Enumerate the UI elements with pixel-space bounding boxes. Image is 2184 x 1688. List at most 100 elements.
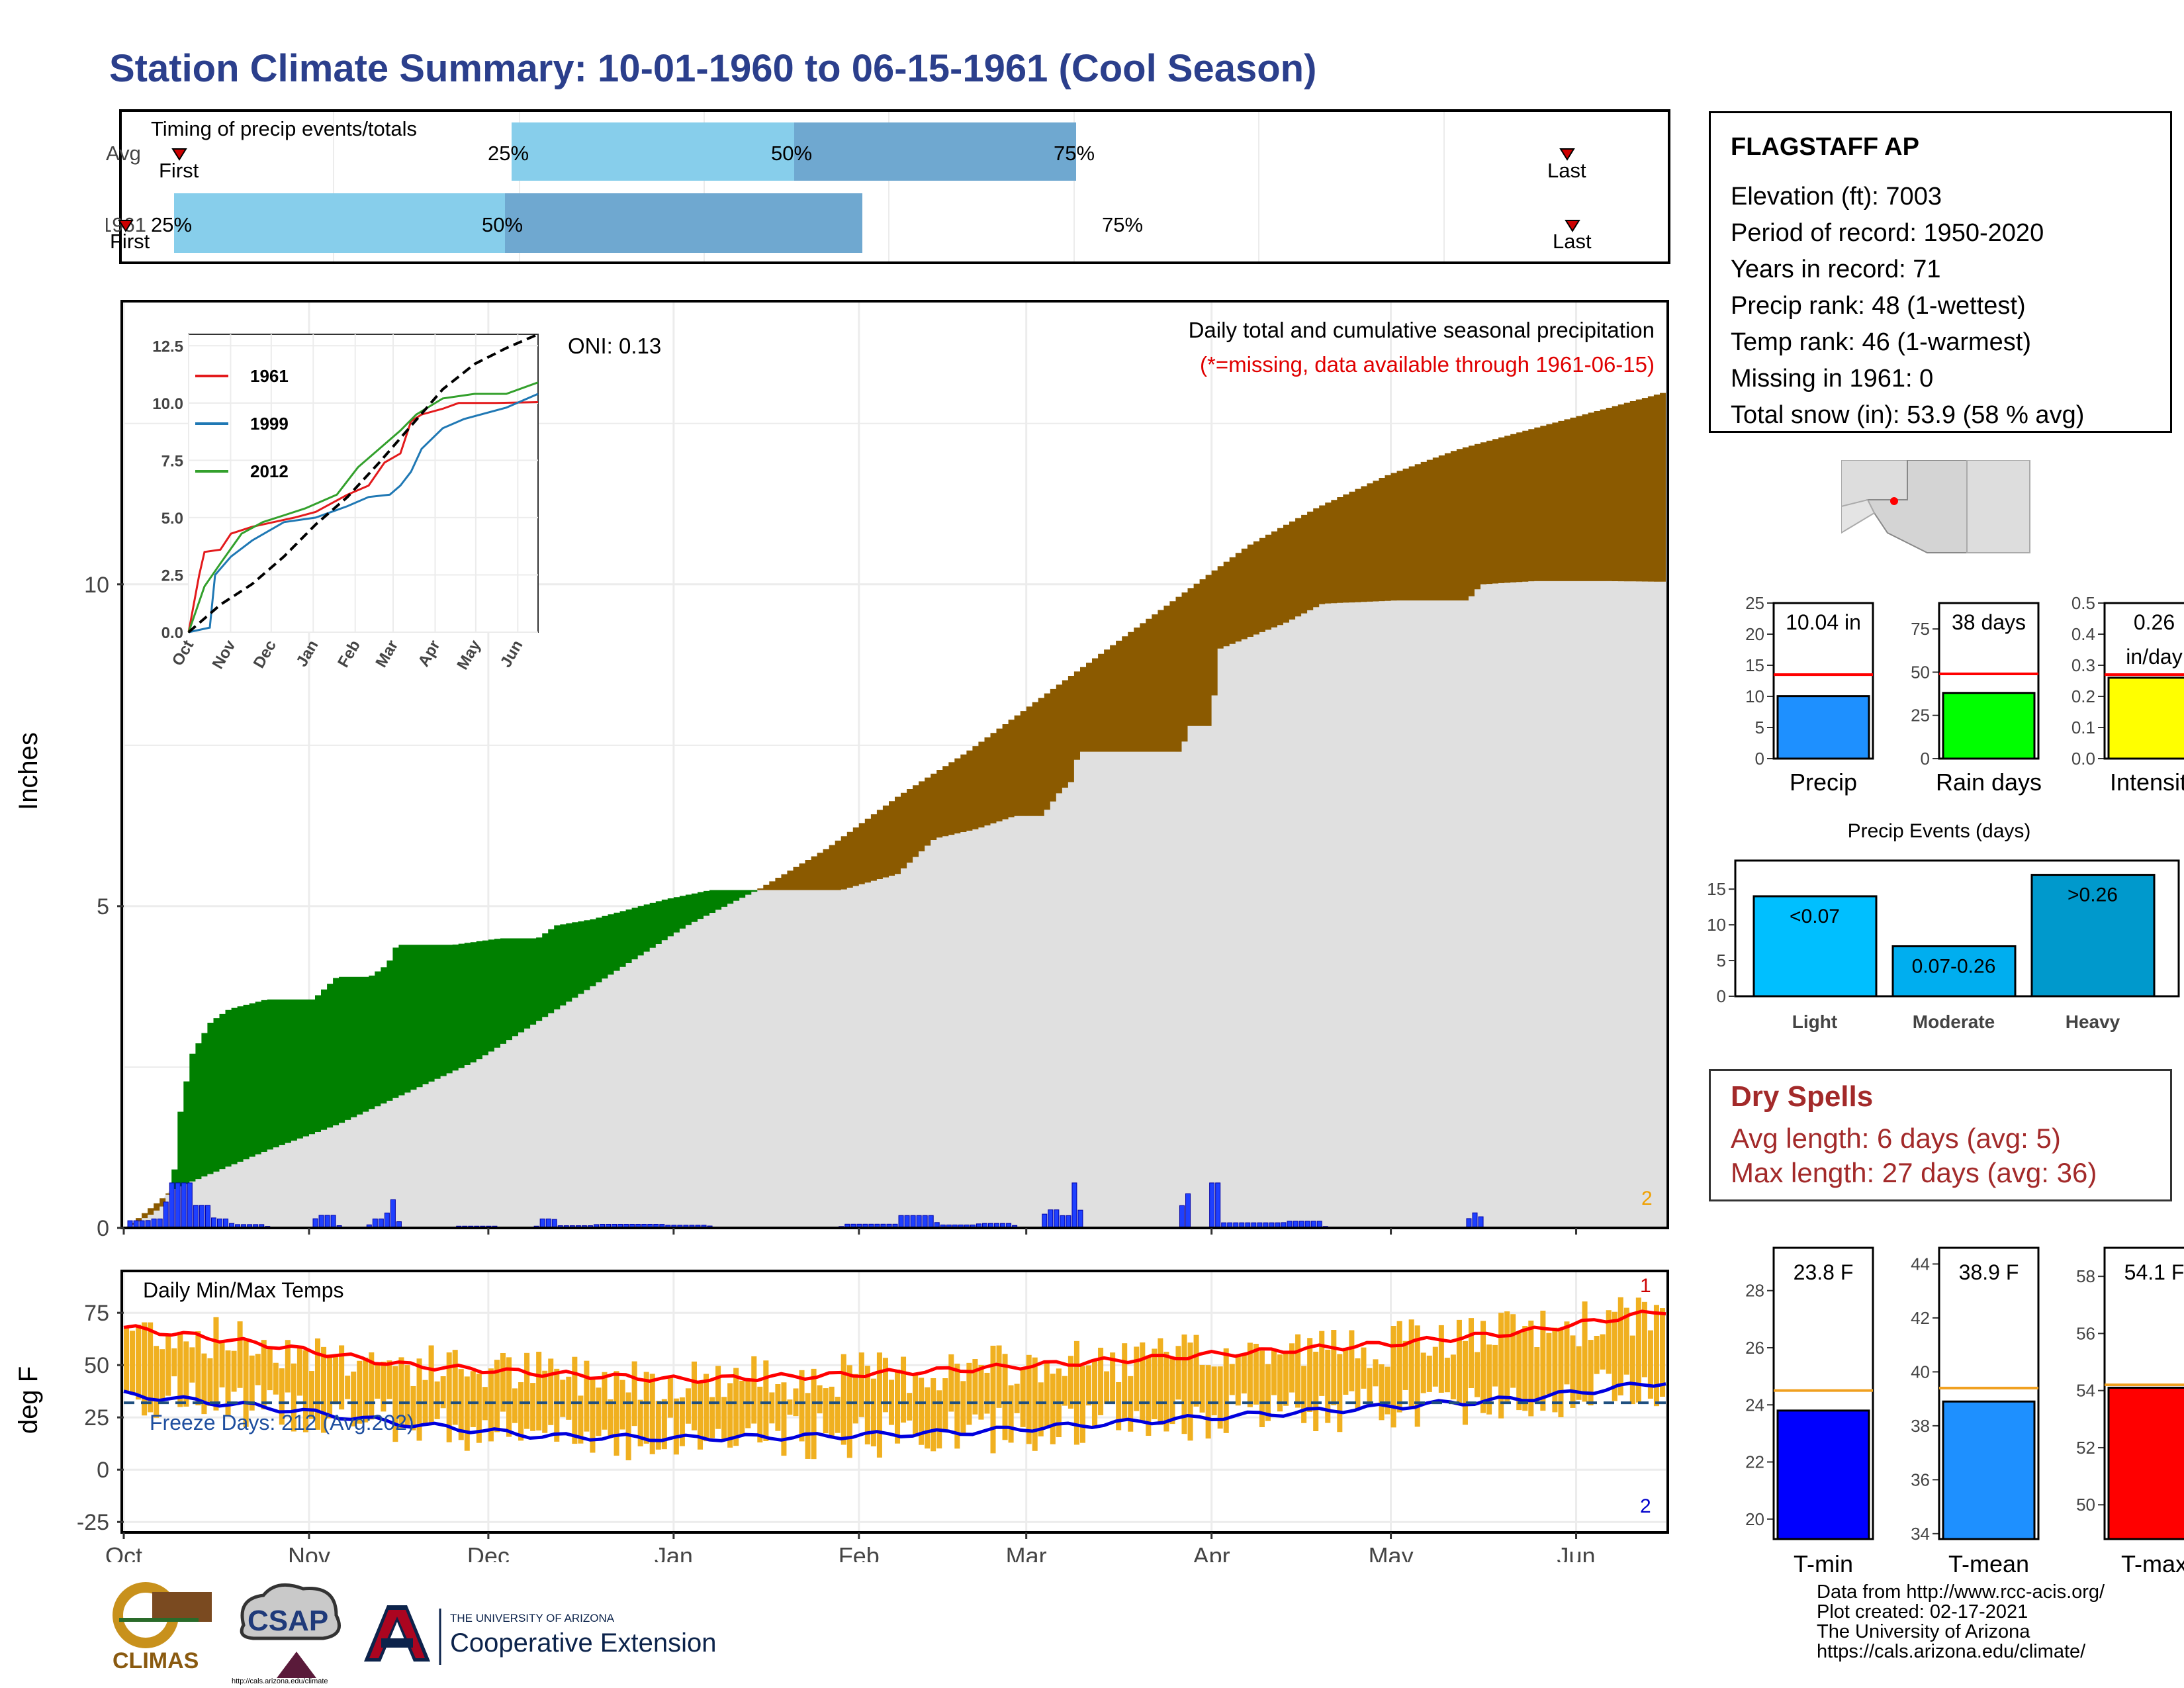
daily-temp-bar xyxy=(291,1363,296,1432)
temps-ytick: 42 xyxy=(1911,1308,1930,1328)
daily-precip-bar xyxy=(175,1182,181,1229)
daily-temp-bar xyxy=(171,1348,177,1377)
daily-temp-bar xyxy=(249,1355,255,1411)
daily-temp-bar xyxy=(1014,1383,1020,1413)
small-ytick: 10 xyxy=(1745,686,1764,706)
daily-precip-bar xyxy=(1048,1209,1054,1229)
daily-temp-bar xyxy=(1349,1330,1355,1391)
daily-temp-bar xyxy=(823,1388,829,1434)
temp-xtick: May xyxy=(1369,1542,1414,1562)
station-snow: Total snow (in): 53.9 (58 % avg) xyxy=(1731,401,2085,429)
daily-precip-bar xyxy=(157,1218,163,1229)
daily-temp-bar xyxy=(882,1358,888,1413)
events-category: Light xyxy=(1792,1011,1837,1032)
daily-temp-bar xyxy=(895,1369,901,1444)
daily-temp-bar xyxy=(1116,1382,1122,1430)
precip-ytick: 0 xyxy=(97,1216,109,1238)
daily-temp-bar xyxy=(392,1366,398,1442)
events-bar-label: <0.07 xyxy=(1790,906,1840,927)
daily-temp-bar xyxy=(625,1392,631,1461)
daily-precip-bar xyxy=(390,1199,396,1229)
small-ytick: 25 xyxy=(1911,706,1930,726)
daily-temp-bar xyxy=(554,1368,560,1442)
daily-temp-bar xyxy=(375,1362,381,1399)
daily-temp-bar xyxy=(805,1393,811,1459)
daily-temp-bar xyxy=(255,1354,261,1385)
daily-temp-bar xyxy=(1402,1340,1408,1390)
daily-temp-bar xyxy=(727,1383,733,1448)
daily-temp-bar xyxy=(1540,1310,1546,1411)
daily-temp-bar xyxy=(267,1346,273,1391)
daily-temp-bar xyxy=(1623,1307,1629,1375)
inset-xtick: Feb xyxy=(334,637,364,671)
season-value-unit: in/day xyxy=(2126,645,2182,669)
daily-temp-bar xyxy=(931,1378,936,1452)
daily-precip-bar xyxy=(922,1215,928,1229)
events-bar-label: 0.07-0.26 xyxy=(1912,955,1996,977)
daily-temp-bar xyxy=(1504,1311,1510,1402)
daily-temp-bar xyxy=(530,1383,536,1431)
daily-temp-bar xyxy=(273,1362,279,1395)
daily-precip-bar xyxy=(898,1215,904,1229)
daily-precip-bar xyxy=(1077,1209,1083,1229)
daily-temp-bar xyxy=(1307,1338,1313,1413)
temp-xtick: Feb xyxy=(839,1542,880,1562)
daily-temp-bar xyxy=(841,1354,846,1445)
inset-ytick: 2.5 xyxy=(161,567,183,585)
temps-value-label: 38.9 F xyxy=(1959,1260,2019,1284)
daily-precip-bar xyxy=(181,1182,187,1229)
daily-temp-bar xyxy=(308,1371,314,1419)
daily-temp-bar xyxy=(590,1377,596,1453)
daily-temp-bar xyxy=(667,1378,673,1418)
daily-temp-bar xyxy=(1522,1326,1528,1411)
avg-first-label: First xyxy=(159,159,199,182)
max-corner-label: 1 xyxy=(1640,1275,1651,1297)
daily-precip-bar xyxy=(1179,1205,1185,1229)
temps-ytick: 34 xyxy=(1911,1524,1930,1544)
small-ytick: 25 xyxy=(1745,593,1764,613)
temp-chart: -25 0 25 50 75 Oct Nov Dec Jan Feb Mar Apr May Jun Da… xyxy=(0,1258,1669,1562)
station-info-box: FLAGSTAFF AP Elevation (ft): 7003 Period… xyxy=(1709,111,2172,433)
yr-p50: 50% xyxy=(482,213,523,236)
daily-temp-bar xyxy=(1468,1318,1475,1388)
daily-temp-bar xyxy=(1629,1335,1635,1405)
inset-xtick: May xyxy=(453,637,484,673)
daily-temp-bar xyxy=(984,1372,990,1414)
precip-deficit-area xyxy=(130,393,1666,1225)
daily-precip-bar xyxy=(1066,1215,1071,1229)
daily-precip-bar xyxy=(1215,1182,1221,1229)
daily-temp-bar xyxy=(201,1353,207,1415)
season-value-bar xyxy=(1776,695,1870,760)
daily-temp-bar xyxy=(1175,1346,1181,1400)
daily-temp-bar xyxy=(1092,1361,1098,1429)
daily-precip-bar xyxy=(210,1217,216,1229)
daily-temp-bar xyxy=(919,1378,925,1445)
events-ytick: 0 xyxy=(1717,986,1726,1006)
station-period: Period of record: 1950-2020 xyxy=(1731,219,2044,247)
station-elevation: Elevation (ft): 7003 xyxy=(1731,183,1942,211)
daily-temp-bar xyxy=(1319,1331,1325,1396)
daily-precip-bar xyxy=(1185,1193,1191,1229)
daily-temp-bar xyxy=(811,1368,817,1460)
daily-temp-bar xyxy=(1462,1340,1468,1425)
daily-temp-bar xyxy=(757,1386,763,1443)
station-location-dot xyxy=(1890,497,1898,505)
daily-temp-bar xyxy=(835,1397,841,1433)
temp-xtick: Oct xyxy=(105,1542,142,1562)
events-ytick: 10 xyxy=(1707,915,1726,935)
daily-precip-bar xyxy=(223,1218,229,1229)
temps-category: T-max xyxy=(2121,1550,2184,1577)
daily-temp-bar xyxy=(1032,1357,1038,1451)
temp-ytick: 25 xyxy=(84,1405,109,1430)
inset-legend-label: 1961 xyxy=(250,366,289,386)
season-value-bar xyxy=(1942,692,2036,760)
daily-temp-bar xyxy=(416,1358,422,1441)
daily-temp-bar xyxy=(476,1374,482,1443)
daily-temp-bar xyxy=(907,1393,913,1421)
daily-temp-bar xyxy=(1367,1368,1373,1405)
daily-temp-bar xyxy=(506,1357,512,1437)
daily-precip-bar xyxy=(169,1182,175,1229)
daily-temp-bar xyxy=(1528,1320,1534,1417)
daily-temp-bar xyxy=(1600,1334,1606,1370)
yr-p25: 25% xyxy=(151,213,192,236)
